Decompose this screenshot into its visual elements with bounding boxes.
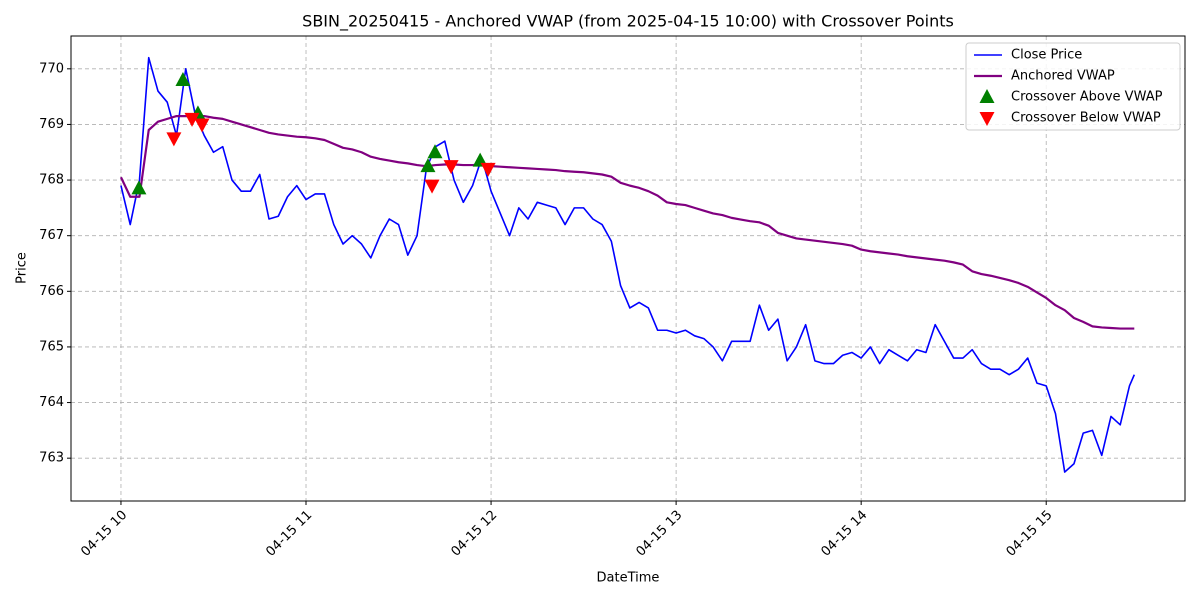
y-tick-label: 769 bbox=[39, 117, 64, 132]
crossover-marker bbox=[131, 180, 147, 195]
crossover-marker bbox=[443, 160, 459, 175]
legend-label: Crossover Above VWAP bbox=[1011, 90, 1163, 105]
y-axis-label: Price bbox=[15, 252, 30, 284]
y-tick-label: 766 bbox=[39, 284, 64, 299]
crossover-marker bbox=[184, 112, 200, 127]
y-tick-label: 767 bbox=[39, 228, 64, 243]
chart-title: SBIN_20250415 - Anchored VWAP (from 2025… bbox=[302, 12, 954, 32]
y-tick-label: 764 bbox=[39, 395, 64, 410]
x-axis-label: DateTime bbox=[597, 571, 660, 586]
crossover-marker bbox=[427, 144, 443, 159]
legend-box bbox=[965, 42, 1181, 131]
y-tick-label: 768 bbox=[39, 173, 64, 188]
crossover-marker bbox=[194, 118, 210, 133]
crossover-marker bbox=[175, 71, 191, 86]
y-tick-label: 770 bbox=[39, 61, 64, 76]
legend-swatch bbox=[979, 89, 995, 103]
crossover-marker bbox=[480, 162, 496, 177]
legend-label: Crossover Below VWAP bbox=[1011, 111, 1161, 126]
y-tick-label: 763 bbox=[39, 451, 64, 466]
crossover-marker bbox=[166, 132, 182, 147]
series-line bbox=[120, 56, 1136, 473]
legend-label: Close Price bbox=[1011, 48, 1082, 63]
legend-label: Anchored VWAP bbox=[1011, 69, 1115, 84]
plot-frame bbox=[70, 35, 1186, 502]
y-tick-label: 765 bbox=[39, 339, 64, 354]
crossover-marker bbox=[424, 179, 440, 194]
legend-swatch bbox=[979, 112, 995, 126]
series-line bbox=[119, 115, 1135, 330]
crossover-marker bbox=[420, 158, 436, 173]
